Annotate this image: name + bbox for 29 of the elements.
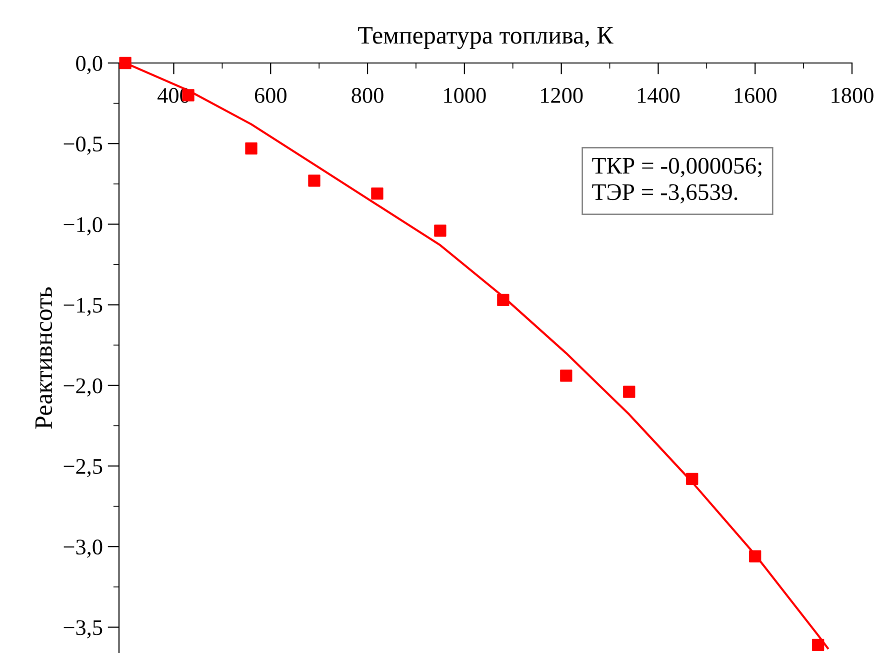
point <box>371 188 384 200</box>
y-tick-label: 0,0 <box>76 56 102 74</box>
x-tick-label: 1400 <box>638 88 680 103</box>
y-axis-title: Реактивнсоть <box>35 287 52 429</box>
point <box>308 174 320 187</box>
point <box>686 472 698 485</box>
point <box>434 224 446 237</box>
y-tick-label: −1,0 <box>64 217 102 236</box>
point <box>497 294 510 306</box>
y-tick-label: −0,5 <box>64 136 102 155</box>
x-tick-label: 800 <box>352 88 384 103</box>
point <box>749 550 762 562</box>
x-tick-label: 1200 <box>541 88 583 103</box>
y-tick-label: −2,5 <box>64 459 102 478</box>
x-tick-label: 1000 <box>444 88 486 103</box>
point <box>119 56 132 70</box>
point <box>560 370 572 382</box>
y-tick-label: −3,5 <box>64 620 102 638</box>
x-tick-label: 1800 <box>832 88 874 103</box>
y-tick-label: −2,0 <box>64 378 102 397</box>
x-tick-label: 600 <box>254 88 286 103</box>
point <box>623 386 636 398</box>
point <box>245 142 258 155</box>
y-tick-label: −1,5 <box>64 298 102 316</box>
x-tick-label: 1600 <box>734 88 776 103</box>
x-axis-title: Температура топлива, К <box>358 27 614 49</box>
y-tick-label: −3,0 <box>64 540 102 558</box>
annotation: ТКР = -0,000056; ТЭР = -3,6539. <box>592 158 762 204</box>
point <box>812 638 824 652</box>
